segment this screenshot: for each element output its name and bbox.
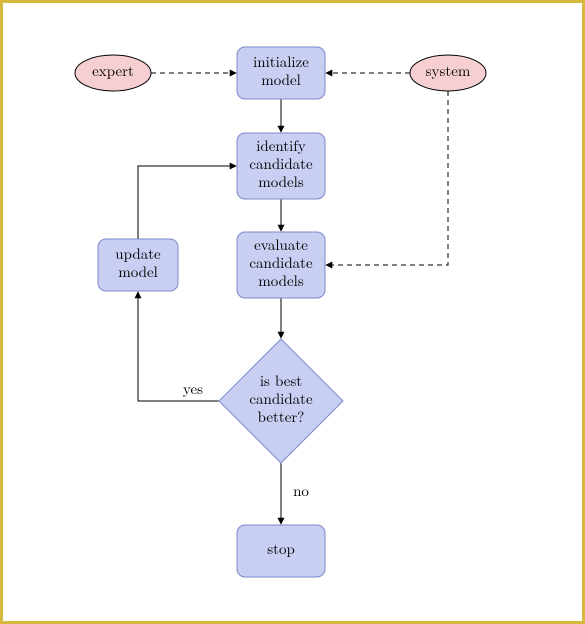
edge-decision-update: [138, 292, 219, 401]
node-init-label-line-1: model: [261, 69, 301, 90]
node-decision: is bestcandidatebetter?: [219, 339, 343, 463]
edge-system-evaluate: [326, 91, 448, 265]
node-expert: expert: [75, 55, 151, 91]
node-expert-label-line-0: expert: [92, 60, 134, 81]
node-update: updatemodel: [98, 239, 178, 291]
node-evaluate-label-line-2: models: [258, 270, 304, 291]
edge-label-no: no: [293, 480, 309, 501]
node-system-label-line-0: system: [426, 60, 471, 81]
node-identify-label-line-2: models: [258, 171, 304, 192]
node-system: system: [410, 55, 486, 91]
node-update-label-line-1: model: [118, 261, 158, 282]
node-evaluate: evaluatecandidatemodels: [237, 232, 325, 298]
edge-update-identify: [138, 166, 236, 239]
node-init: initializemodel: [237, 47, 325, 99]
node-identify: identifycandidatemodels: [237, 133, 325, 199]
edge-label-yes: yes: [183, 378, 203, 399]
node-decision-label-line-2: better?: [258, 406, 305, 427]
diagram-frame: no yes expert system initializemodel identify…: [0, 0, 585, 624]
node-stop: stop: [237, 525, 325, 577]
node-stop-label-line-0: stop: [267, 538, 295, 559]
flowchart-svg: no yes expert system initializemodel identify…: [3, 3, 582, 621]
